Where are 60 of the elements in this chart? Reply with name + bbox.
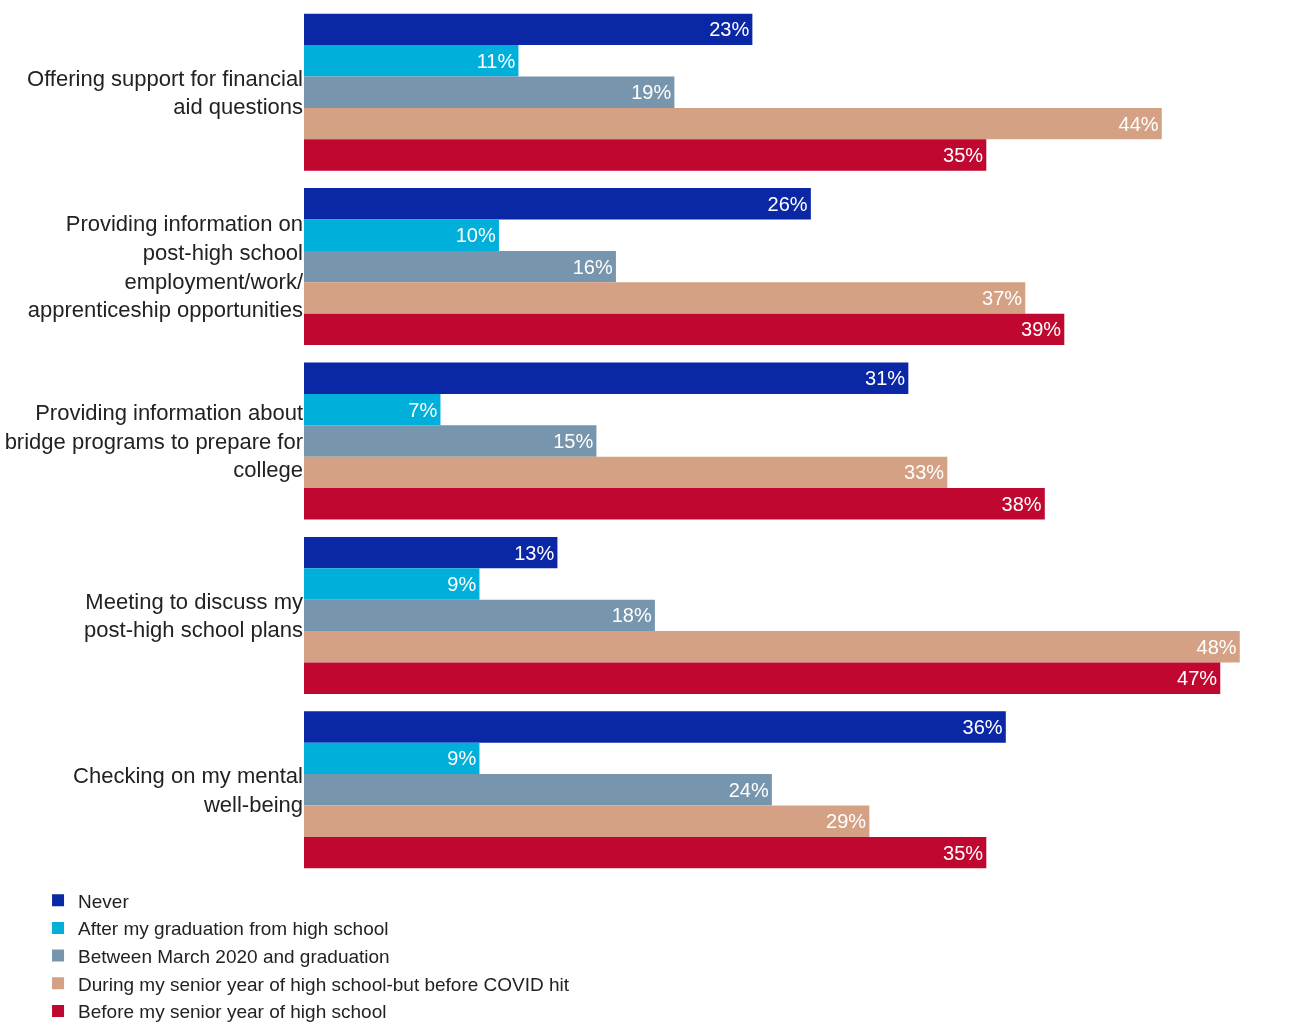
data-label: 16% — [572, 255, 613, 278]
bar — [304, 774, 772, 806]
bar — [304, 362, 909, 394]
data-label: 9% — [447, 573, 477, 596]
bar — [304, 599, 655, 632]
data-label: 10% — [455, 224, 496, 247]
bar — [304, 662, 1221, 694]
bar — [304, 45, 519, 77]
bar — [304, 13, 753, 46]
y-tick-label: Providing information on post-high school employment/work/ apprenticeship opportunities — [27, 211, 304, 323]
y-tick-label: Checking on my mental well-being — [73, 763, 303, 817]
data-label: 19% — [631, 81, 672, 104]
data-label: 24% — [728, 778, 769, 801]
data-label: 35% — [943, 841, 984, 864]
bar — [304, 456, 948, 489]
data-label: 26% — [767, 192, 808, 215]
data-label: 36% — [962, 716, 1003, 739]
bar — [304, 76, 675, 108]
bar — [304, 836, 987, 869]
bar — [304, 742, 480, 775]
data-label: 47% — [1177, 667, 1218, 690]
data-label: 33% — [904, 461, 945, 484]
bar — [304, 568, 480, 600]
legend-label: After my graduation from high school — [78, 918, 389, 940]
bar — [304, 250, 616, 283]
data-label: 48% — [1196, 635, 1237, 658]
data-label: 9% — [447, 747, 477, 770]
data-label: 23% — [709, 18, 750, 41]
bar — [304, 425, 597, 457]
bar — [304, 282, 1026, 314]
legend-label: Before my senior year of high school — [78, 1001, 387, 1023]
y-tick-label: Providing information about bridge programs to prepare for college — [4, 400, 303, 483]
data-label: 13% — [514, 541, 555, 564]
y-tick-label: Meeting to discuss my post-high school plans — [84, 588, 303, 643]
bar — [304, 107, 1162, 140]
data-label: 7% — [408, 398, 438, 421]
data-label: 38% — [1001, 492, 1042, 515]
data-label: 29% — [826, 810, 867, 833]
bar — [304, 805, 870, 837]
data-label: 31% — [865, 367, 906, 390]
bar — [304, 631, 1240, 663]
bar — [304, 313, 1065, 346]
data-label: 37% — [982, 286, 1023, 309]
data-label: 15% — [553, 430, 594, 452]
bar — [304, 393, 441, 426]
data-label: 11% — [476, 49, 516, 72]
bar — [304, 188, 811, 220]
legend-label: Never — [78, 890, 130, 912]
data-label: 44% — [1118, 112, 1159, 135]
bar — [304, 536, 558, 569]
bar — [304, 711, 1006, 743]
data-label: 18% — [611, 604, 652, 627]
data-label: 35% — [943, 143, 984, 166]
bar — [304, 219, 499, 251]
bar — [304, 488, 1045, 520]
data-label: 39% — [1021, 318, 1062, 341]
legend-label: During my senior year of high school-but before COVID hit — [78, 973, 570, 995]
legend-label: Between March 2020 and graduation — [78, 946, 390, 968]
y-tick-label: Offering support for financial aid questions — [27, 65, 303, 120]
bar — [304, 139, 987, 171]
